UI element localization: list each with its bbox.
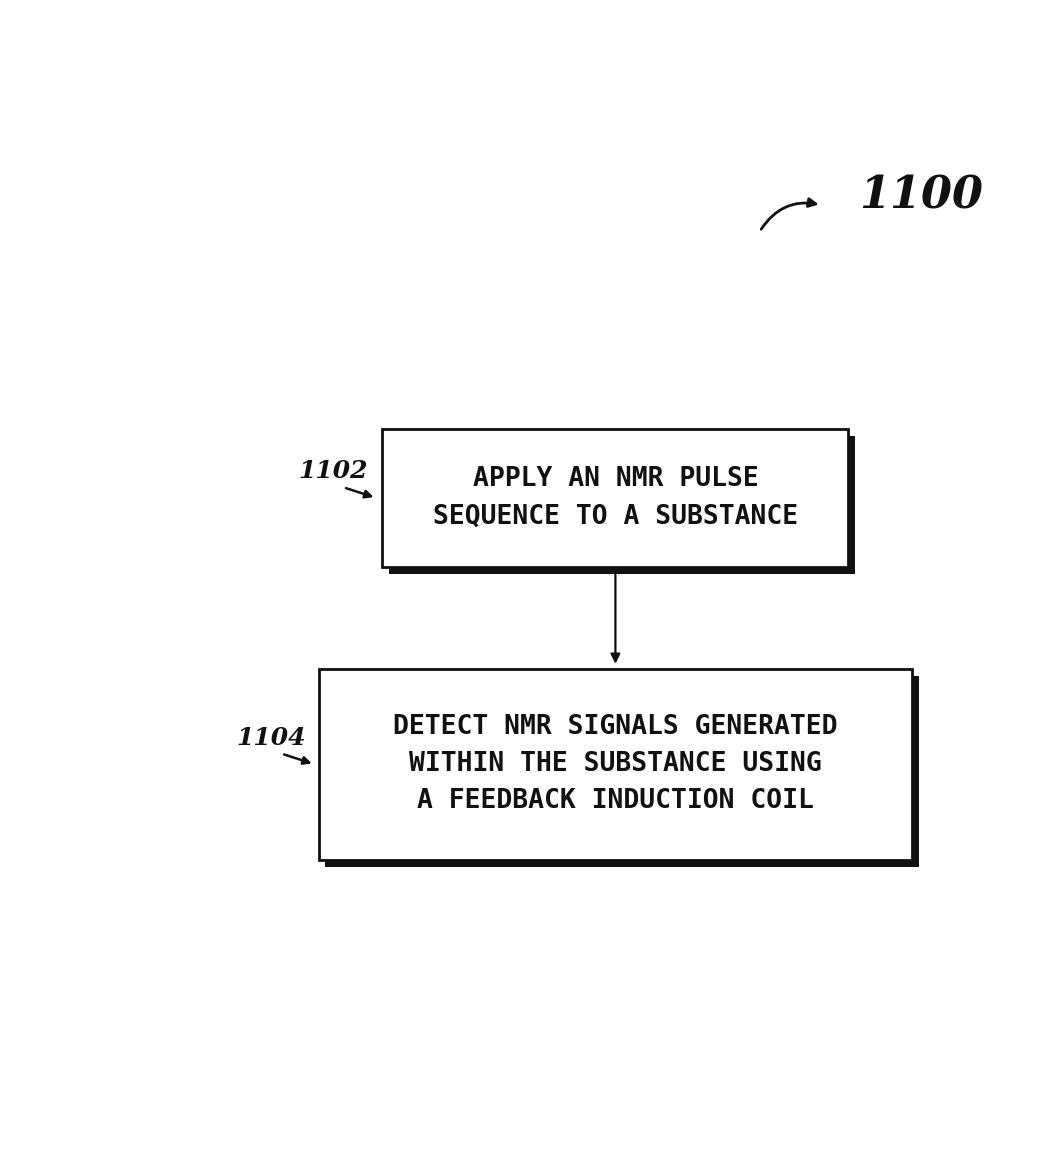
Text: 1102: 1102 xyxy=(298,459,367,483)
Text: APPLY AN NMR PULSE
SEQUENCE TO A SUBSTANCE: APPLY AN NMR PULSE SEQUENCE TO A SUBSTAN… xyxy=(433,467,798,529)
Bar xyxy=(382,429,848,567)
Bar xyxy=(318,669,912,860)
Bar xyxy=(326,676,919,867)
Text: DETECT NMR SIGNALS GENERATED
WITHIN THE SUBSTANCE USING
A FEEDBACK INDUCTION COI: DETECT NMR SIGNALS GENERATED WITHIN THE … xyxy=(393,714,837,814)
Bar xyxy=(389,436,855,574)
Text: 1100: 1100 xyxy=(859,174,983,218)
Text: 1104: 1104 xyxy=(236,725,305,749)
